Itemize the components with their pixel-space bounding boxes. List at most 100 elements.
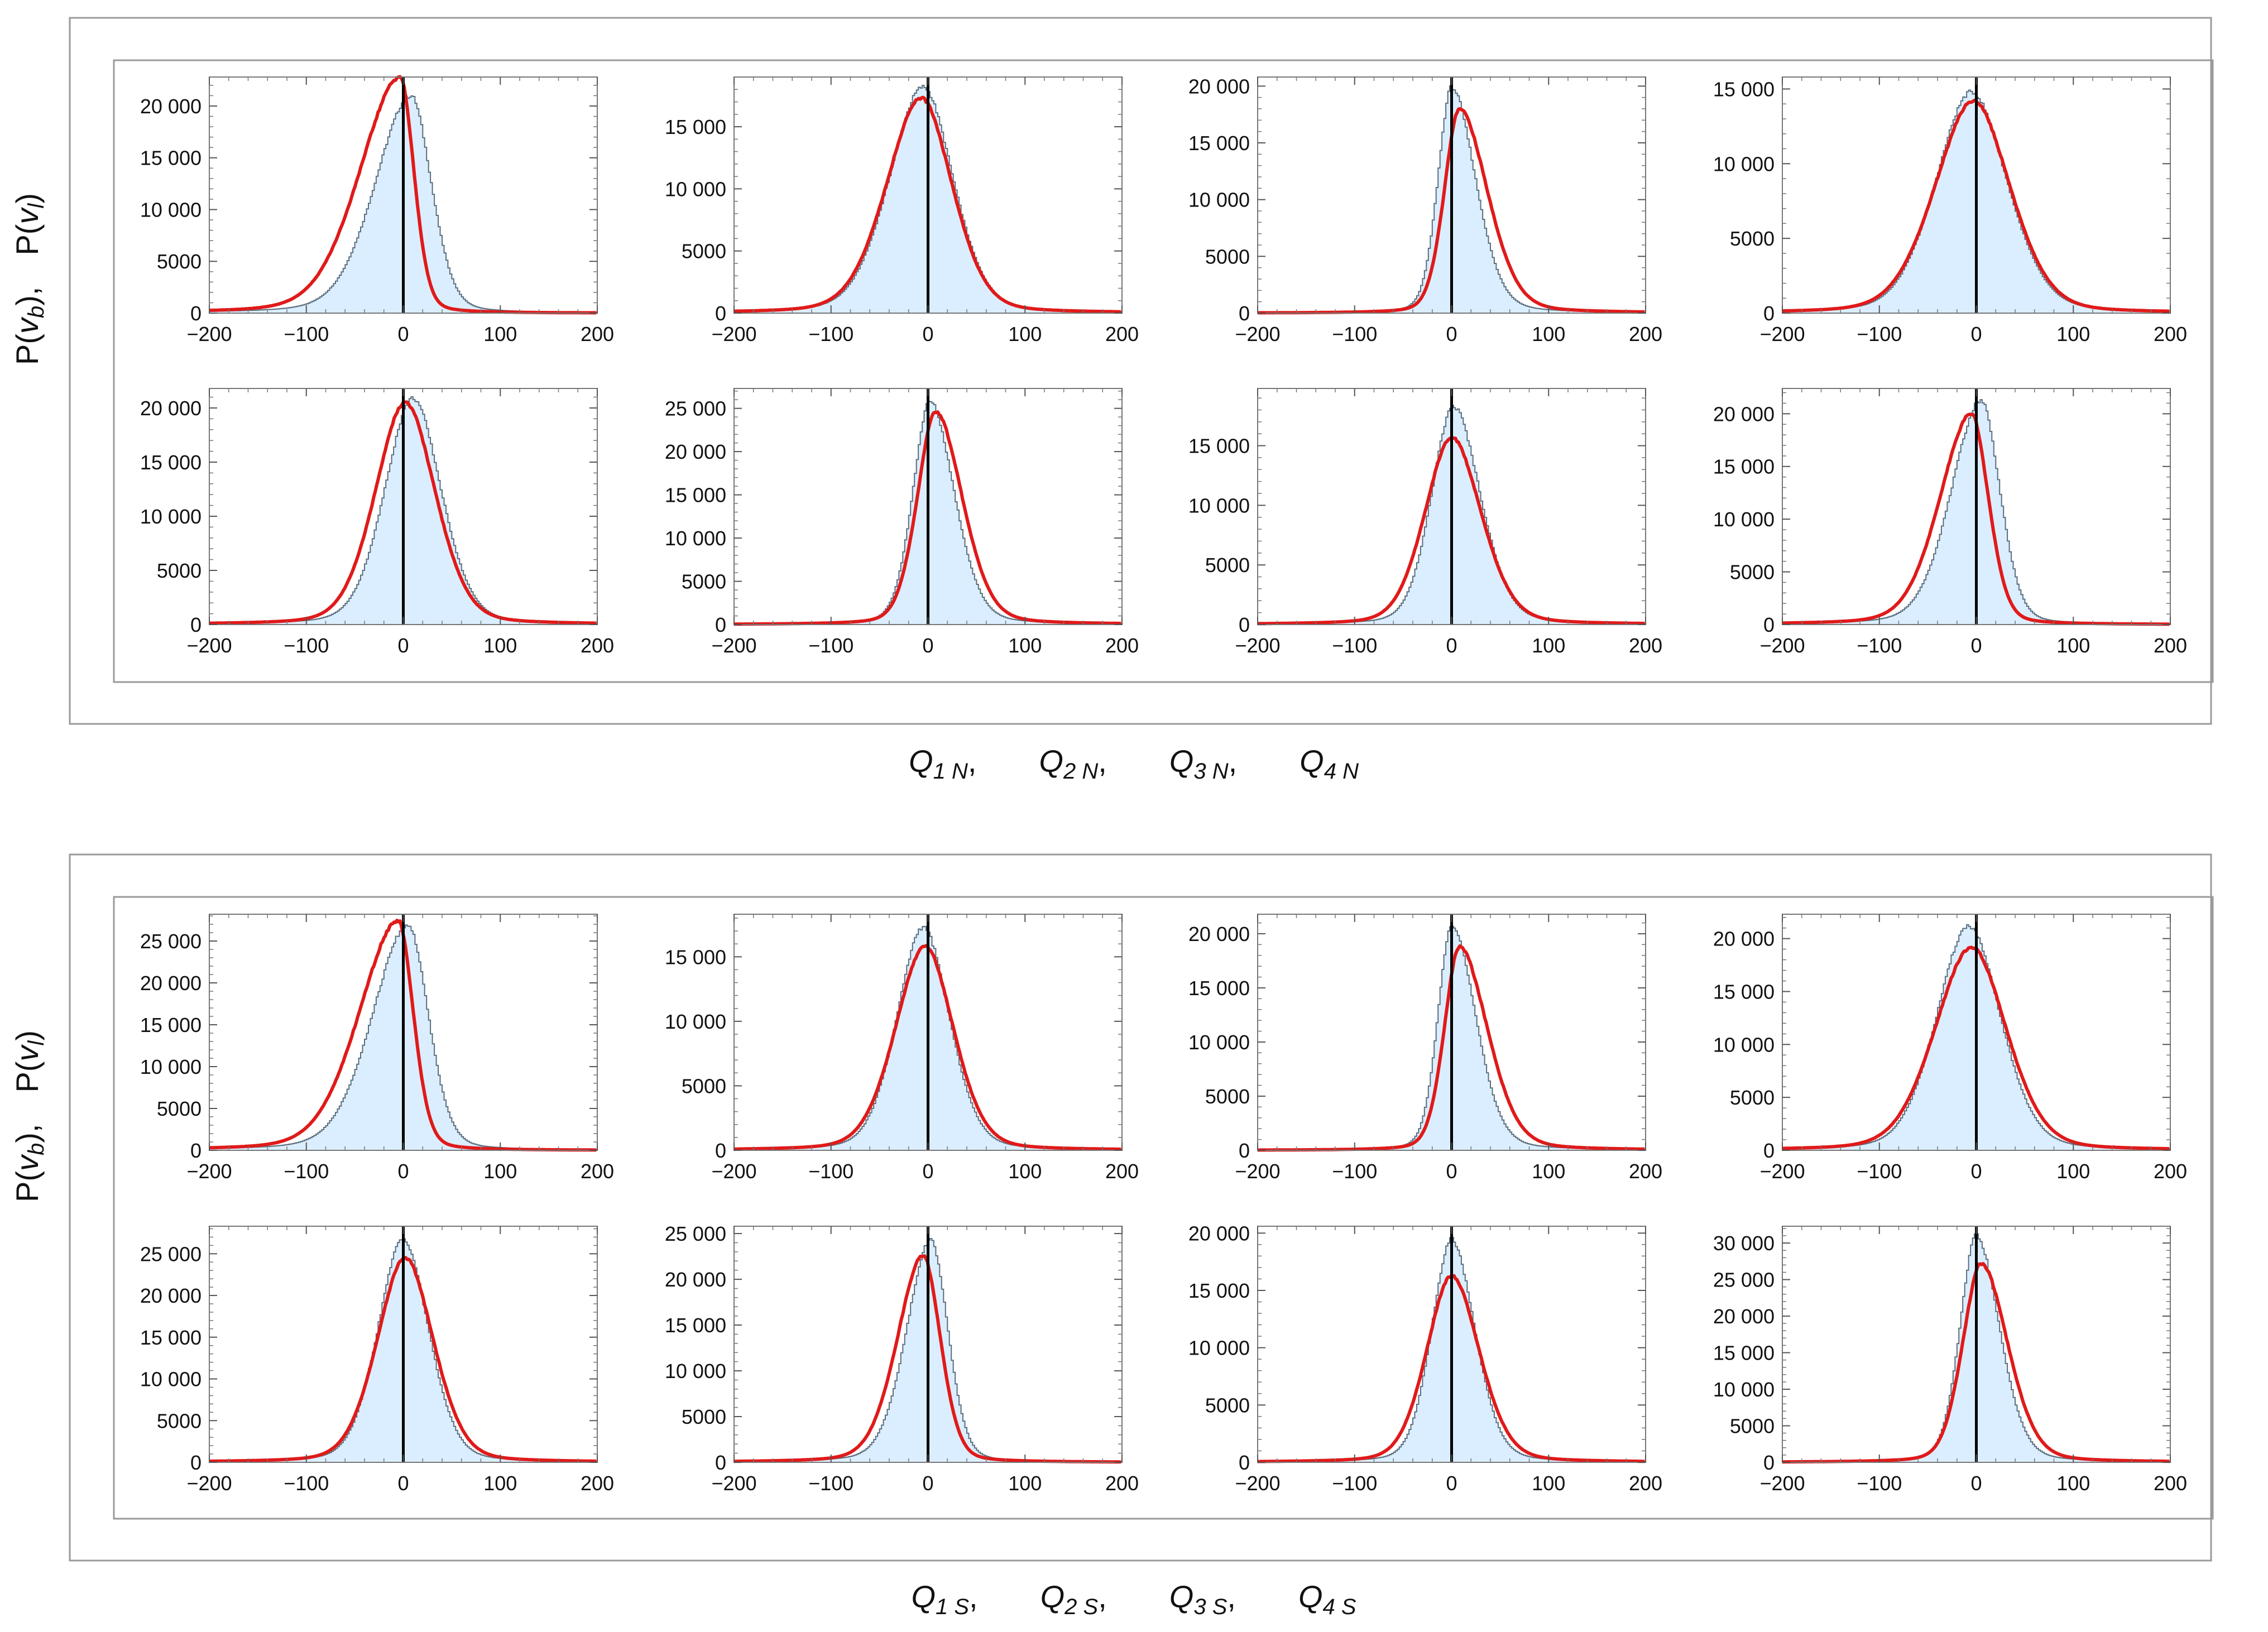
y-tick-label: 25 000 xyxy=(140,1242,202,1265)
y-tick-label: 0 xyxy=(1239,1139,1250,1162)
y-tick-label: 5000 xyxy=(1730,1415,1775,1438)
x-tick-label: −100 xyxy=(284,323,329,345)
x-tick-label: 100 xyxy=(483,634,517,657)
y-tick-label: 10 000 xyxy=(1188,1337,1250,1360)
y-tick-label: 20 000 xyxy=(140,1284,202,1307)
panel-south-r1-c1: −200 −100 0 100 200 0 5000 10 000 15 000 20 000 25… xyxy=(665,1222,1139,1495)
panel-north-r1-c2: −200 −100 0 100 200 0 5000 10 000 15 000 xyxy=(1188,388,1662,657)
panel-north-r1-c3: −200 −100 0 100 200 0 5000 10 000 15 000 20 000 xyxy=(1713,388,2187,657)
y-tick-label: 20 000 xyxy=(1188,923,1250,945)
y-tick-label: 15 000 xyxy=(1188,1279,1250,1302)
y-tick-label: 10 000 xyxy=(665,527,726,550)
x-tick-label: 200 xyxy=(1105,323,1139,345)
y-tick-label: 10 000 xyxy=(1713,1033,1775,1056)
y-tick-label: 5000 xyxy=(1205,554,1250,577)
x-tick-label: 100 xyxy=(1532,1472,1565,1495)
y-tick-label: 20 000 xyxy=(1713,928,1775,951)
y-tick-label: 10 000 xyxy=(1713,152,1775,175)
panel-south-r0-c1: −200 −100 0 100 200 0 5000 10 000 15 000 xyxy=(665,914,1139,1183)
x-tick-label: −200 xyxy=(186,1472,232,1495)
panel-north-r0-c0: −200 −100 0 100 200 0 5000 10 000 15 000 20 000 xyxy=(140,75,614,345)
x-tick-label: −200 xyxy=(1759,323,1805,345)
x-tick-label: −200 xyxy=(186,1160,232,1183)
y-tick-label: 0 xyxy=(1239,1451,1250,1474)
y-tick-label: 10 000 xyxy=(665,1360,726,1383)
x-tick-label: −100 xyxy=(808,634,854,657)
y-tick-label: 5000 xyxy=(1205,1394,1250,1417)
x-tick-label: −200 xyxy=(1759,1160,1805,1183)
panel-north-r1-c0: −200 −100 0 100 200 0 5000 10 000 15 000 20 000 xyxy=(140,388,614,657)
panel-north-r0-c3: −200 −100 0 100 200 0 5000 10 000 15 000 xyxy=(1713,76,2187,345)
outer-frame-north xyxy=(69,17,2212,725)
y-tick-label: 10 000 xyxy=(140,1055,202,1078)
x-tick-label: 100 xyxy=(483,1472,517,1495)
x-tick-label: 0 xyxy=(922,323,933,345)
y-tick-label: 5000 xyxy=(682,570,726,593)
x-tick-label: −200 xyxy=(711,1160,756,1183)
y-tick-label: 20 000 xyxy=(1713,1305,1775,1328)
y-tick-label: 10 000 xyxy=(140,198,202,221)
x-tick-label: 100 xyxy=(2056,1472,2090,1495)
x-tick-label: 200 xyxy=(2154,323,2187,345)
y-tick-label: 5000 xyxy=(1205,245,1250,268)
y-tick-label: 0 xyxy=(1239,613,1250,636)
x-tick-label: −200 xyxy=(711,323,756,345)
y-tick-label: 15 000 xyxy=(665,116,726,138)
x-tick-label: 0 xyxy=(1970,634,1982,657)
x-tick-label: 100 xyxy=(1008,323,1042,345)
x-tick-label: 100 xyxy=(1008,634,1042,657)
x-tick-label: 0 xyxy=(1446,323,1457,345)
y-axis-label-north: P(vb), P(vl) xyxy=(9,193,49,365)
y-tick-label: 15 000 xyxy=(1188,132,1250,155)
x-tick-label: −100 xyxy=(1332,634,1377,657)
x-tick-label: −200 xyxy=(1235,634,1280,657)
y-tick-label: 15 000 xyxy=(140,1326,202,1349)
x-tick-label: 200 xyxy=(1629,1472,1662,1495)
x-tick-label: −200 xyxy=(186,634,232,657)
y-tick-label: 20 000 xyxy=(140,397,202,420)
x-tick-label: 200 xyxy=(2154,1472,2187,1495)
y-tick-label: 10 000 xyxy=(1713,1378,1775,1401)
panel-north-r0-c1: −200 −100 0 100 200 0 5000 10 000 15 000 xyxy=(665,76,1139,345)
x-tick-label: 0 xyxy=(397,323,409,345)
y-tick-label: 0 xyxy=(715,302,726,325)
y-axis-label-south: P(vb), P(vl) xyxy=(9,1030,49,1202)
y-tick-label: 5000 xyxy=(682,1074,726,1097)
y-tick-label: 5000 xyxy=(157,250,202,273)
y-tick-label: 15 000 xyxy=(1188,435,1250,458)
x-tick-label: 200 xyxy=(581,323,614,345)
x-tick-label: −100 xyxy=(808,1160,854,1183)
x-tick-label: 100 xyxy=(1532,1160,1565,1183)
y-tick-label: 15 000 xyxy=(665,484,726,507)
x-tick-label: −100 xyxy=(1332,1160,1377,1183)
y-tick-label: 0 xyxy=(190,1451,202,1474)
x-axis-label-south: Q1 S, Q2 S, Q3 S, Q4 S xyxy=(911,1579,1356,1619)
x-tick-label: 0 xyxy=(922,634,933,657)
x-tick-label: 200 xyxy=(1105,1160,1139,1183)
x-tick-label: 100 xyxy=(1008,1160,1042,1183)
inner-frame-north xyxy=(113,59,2214,683)
x-tick-label: −100 xyxy=(1857,1472,1902,1495)
x-tick-label: −100 xyxy=(284,634,329,657)
x-axis-label-north: Q1 N, Q2 N, Q3 N, Q4 N xyxy=(909,743,1359,784)
y-tick-label: 0 xyxy=(190,302,202,325)
y-tick-label: 0 xyxy=(190,613,202,636)
y-tick-label: 15 000 xyxy=(1713,980,1775,1003)
y-tick-label: 0 xyxy=(1239,302,1250,325)
x-tick-label: 200 xyxy=(1629,1160,1662,1183)
y-tick-label: 0 xyxy=(1763,613,1775,636)
y-tick-label: 5000 xyxy=(1730,227,1775,250)
y-tick-label: 25 000 xyxy=(665,1222,726,1245)
x-tick-label: 100 xyxy=(483,323,517,345)
y-tick-label: 0 xyxy=(715,1451,726,1474)
panel-north-r1-c1: −200 −100 0 100 200 0 5000 10 000 15 000 20 000 25… xyxy=(665,388,1139,657)
x-tick-label: 100 xyxy=(1532,634,1565,657)
y-tick-label: 20 000 xyxy=(1188,1222,1250,1245)
x-tick-label: −100 xyxy=(284,1160,329,1183)
y-tick-label: 10 000 xyxy=(140,505,202,528)
y-tick-label: 0 xyxy=(190,1139,202,1162)
x-tick-label: 100 xyxy=(2056,1160,2090,1183)
x-tick-label: 100 xyxy=(2056,634,2090,657)
y-tick-label: 5000 xyxy=(682,240,726,263)
